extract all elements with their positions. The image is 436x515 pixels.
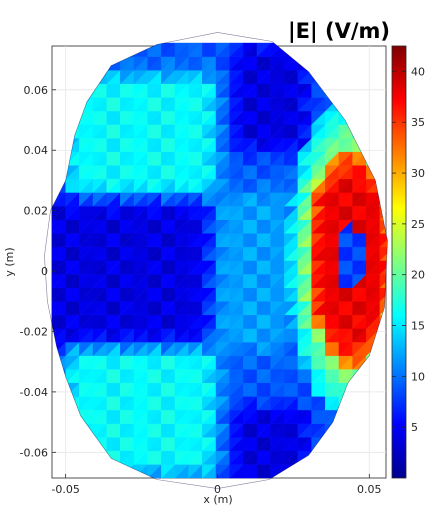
y-axis: -0.06 -0.04 -0.02 0 0.02 0.04 0.06: [20, 84, 56, 459]
mesh-cell: [161, 42, 176, 58]
colorbar-tick-label: 40: [411, 65, 425, 78]
mesh-cell: [229, 42, 244, 58]
mesh-cell: [202, 42, 217, 58]
colorbar-tick-label: 25: [411, 218, 425, 231]
colorbar-tick-label: 35: [411, 116, 425, 129]
y-tick-label: 0.04: [24, 144, 49, 157]
mesh-cell: [256, 42, 272, 58]
colorbar-gradient: [391, 45, 407, 479]
mesh-cell: [379, 301, 388, 316]
mesh-cell: [243, 42, 258, 58]
mesh-cell: [379, 219, 388, 234]
y-axis-label: y (m): [3, 247, 16, 276]
colorbar-ticks: 5 10 15 20 25 30 35 40: [392, 65, 425, 434]
mesh-cell: [188, 42, 203, 58]
colorbar: 5 10 15 20 25 30 35 40: [391, 45, 425, 479]
colorbar-tick-label: 30: [411, 167, 425, 180]
colorbar-tick-label: 20: [411, 269, 425, 282]
y-tick-label: 0: [41, 265, 48, 278]
mesh-cell: [379, 273, 388, 289]
x-axis-label: x (m): [203, 493, 232, 506]
x-tick-label: 0.05: [357, 483, 382, 496]
mesh-cell: [174, 42, 190, 58]
colorbar-tick-label: 5: [411, 421, 418, 434]
chart-title: |E| (V/m): [288, 19, 390, 44]
colorbar-tick-label: 15: [411, 320, 425, 333]
y-tick-label: -0.06: [20, 446, 48, 459]
y-tick-label: -0.02: [20, 325, 48, 338]
y-tick-label: 0.02: [24, 205, 49, 218]
y-tick-label: -0.04: [20, 386, 48, 399]
plot-area: [43, 31, 389, 490]
x-axis: -0.05 0 0.05: [51, 474, 382, 496]
x-tick-label: -0.05: [51, 483, 79, 496]
colorbar-tick-label: 10: [411, 370, 425, 383]
mesh-cell: [379, 287, 388, 302]
x-tick-label: 0: [214, 483, 221, 496]
mesh-cell: [215, 42, 231, 58]
y-tick-label: 0.06: [24, 84, 49, 97]
